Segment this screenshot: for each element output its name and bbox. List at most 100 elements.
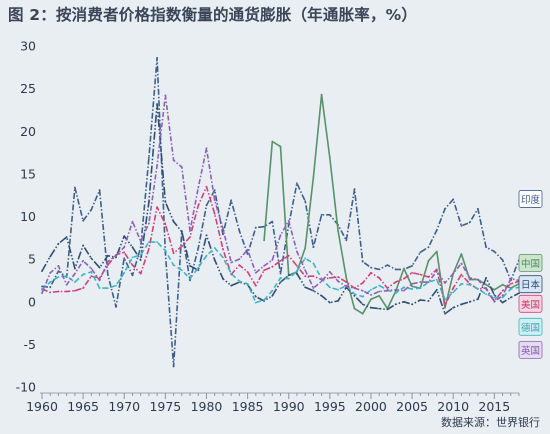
data-point: [98, 287, 101, 289]
data-point: [353, 294, 356, 297]
data-point: [49, 291, 52, 294]
legend-label: 英国: [521, 345, 540, 357]
data-point: [304, 257, 307, 260]
data-point: [57, 270, 60, 272]
data-point: [361, 289, 364, 292]
data-point: [320, 294, 323, 297]
data-point: [148, 222, 150, 225]
data-point: [57, 242, 60, 245]
data-point: [57, 276, 60, 278]
x-tick-label: 2005: [396, 399, 428, 414]
legend-item-4: 德国: [518, 317, 543, 336]
data-point: [501, 259, 504, 261]
legend-swatch: [518, 253, 543, 272]
data-point: [468, 278, 471, 281]
y-tick-label: 5: [28, 252, 36, 267]
data-point: [172, 365, 175, 368]
data-point: [123, 271, 126, 274]
data-point: [444, 282, 446, 284]
data-point: [279, 277, 282, 279]
data-point: [123, 251, 126, 254]
data-point: [403, 277, 405, 280]
data-point: [485, 293, 487, 295]
data-point: [74, 186, 76, 189]
data-point: [254, 301, 257, 304]
data-point: [296, 270, 298, 272]
data-point: [435, 229, 438, 232]
x-tick-label: 1980: [191, 399, 223, 414]
series-line-0: [41, 57, 520, 368]
data-point: [205, 147, 208, 150]
data-point: [468, 277, 471, 279]
data-point: [98, 277, 101, 279]
x-tick-label: 1990: [273, 399, 305, 414]
data-point: [345, 285, 348, 288]
data-point: [304, 275, 307, 278]
data-point: [509, 277, 512, 280]
data-point: [345, 239, 348, 242]
data-point: [74, 272, 76, 275]
x-tick-label: 1995: [314, 399, 346, 414]
data-point: [378, 284, 381, 287]
data-point: [493, 288, 496, 291]
data-point: [222, 277, 224, 280]
data-point: [287, 254, 290, 257]
data-point: [403, 289, 405, 292]
data-point: [320, 213, 323, 216]
data-point: [271, 294, 274, 297]
data-point: [197, 186, 200, 189]
y-tick-label: 10: [20, 209, 36, 224]
data-point: [246, 253, 249, 255]
data-point: [370, 266, 372, 269]
data-point: [477, 278, 479, 281]
data-point: [164, 223, 167, 226]
data-point: [279, 145, 282, 148]
data-point: [238, 264, 241, 266]
data-point: [90, 257, 93, 260]
data-point: [65, 283, 68, 286]
data-point: [493, 300, 496, 303]
data-point: [213, 189, 216, 192]
x-tick-label: 1985: [232, 399, 264, 414]
data-point: [485, 246, 487, 249]
legend-label: 中国: [521, 258, 540, 270]
data-point: [164, 249, 167, 252]
data-point: [90, 271, 93, 273]
data-point: [501, 294, 504, 297]
data-point: [82, 219, 84, 222]
data-point: [90, 208, 93, 211]
data-point: [427, 246, 430, 249]
data-point: [509, 288, 512, 290]
data-point: [370, 306, 372, 309]
data-point: [477, 288, 479, 290]
data-point: [82, 273, 84, 276]
data-point: [131, 246, 134, 249]
data-point: [65, 236, 68, 238]
data-point: [156, 103, 159, 105]
data-point: [82, 244, 84, 247]
legend-swatch: [518, 317, 543, 336]
data-point: [222, 227, 224, 230]
data-point: [246, 271, 249, 273]
data-point: [444, 207, 446, 210]
data-point: [361, 303, 364, 306]
data-point: [435, 268, 438, 271]
data-point: [246, 282, 249, 285]
data-point: [386, 289, 389, 292]
data-point: [189, 230, 191, 232]
data-point: [370, 298, 372, 301]
legend-label: 德国: [521, 322, 540, 334]
data-point: [493, 294, 496, 296]
data-point: [345, 277, 348, 279]
data-point: [411, 271, 413, 274]
data-point: [435, 278, 438, 281]
data-point: [41, 292, 43, 295]
data-point: [328, 213, 331, 216]
legend-item-3: 美国: [518, 294, 543, 313]
data-point: [180, 166, 183, 169]
data-point: [263, 265, 265, 267]
data-point: [57, 265, 60, 267]
data-point: [444, 298, 446, 301]
y-tick-label: -10: [16, 380, 36, 395]
